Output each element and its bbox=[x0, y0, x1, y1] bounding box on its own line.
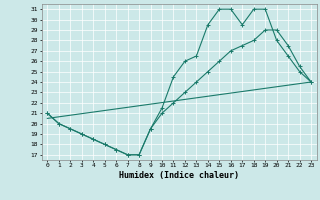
X-axis label: Humidex (Indice chaleur): Humidex (Indice chaleur) bbox=[119, 171, 239, 180]
